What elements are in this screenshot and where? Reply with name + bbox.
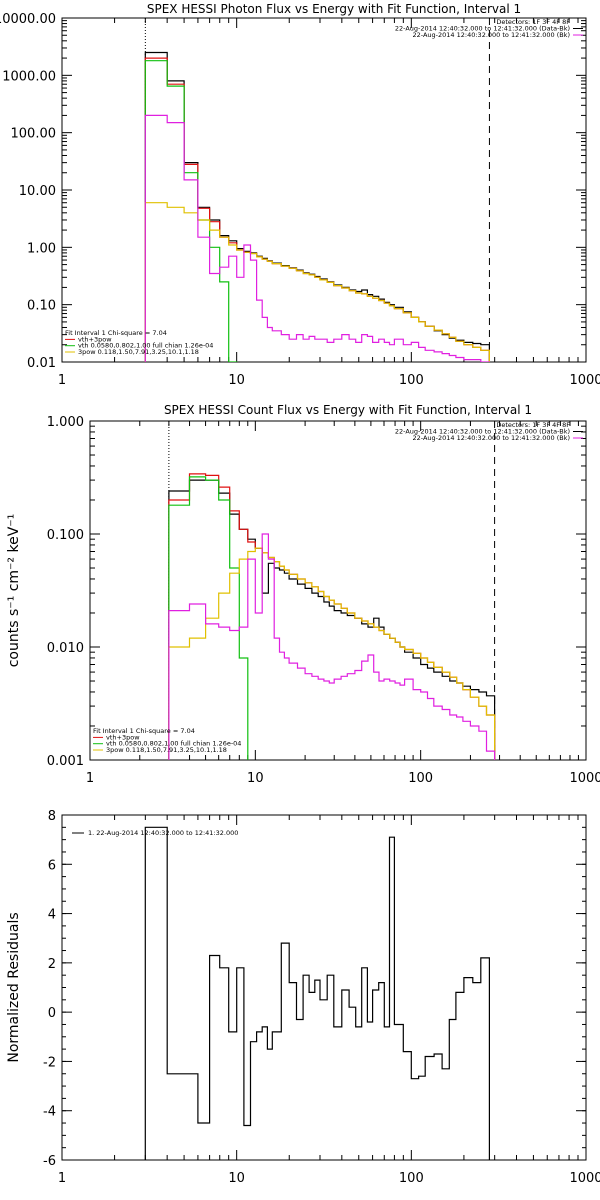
chart-title: SPEX HESSI Photon Flux vs Energy with Fi… xyxy=(147,2,521,16)
chart-panel-3: Normalized Residuals 1 10 100 1000 -6 -4 -2 0 2 4 6… xyxy=(6,809,600,1186)
y-axis-label: counts s⁻¹ cm⁻² keV⁻¹ xyxy=(6,514,22,668)
y-tick-label: 1.00 xyxy=(27,241,56,256)
y-tick-label: 100.00 xyxy=(11,127,57,142)
legend-bottom-entry: vth+3pow xyxy=(106,733,140,741)
x-tick-label: 1000 xyxy=(569,1171,600,1186)
chart-title: SPEX HESSI Count Flux vs Energy with Fit… xyxy=(164,403,532,417)
legend-entry: 1. 22-Aug-2014 12:40:32.000 to 12:41:32.… xyxy=(88,829,238,837)
y-tick-label: -4 xyxy=(43,1105,56,1120)
legend-bottom-entry: vth 0.0580,0.802,1.00 full chian 1.26e-0… xyxy=(106,740,241,748)
legend-top-entry: Detectors: 1F 3F 4F 8F xyxy=(496,421,570,429)
legend-bottom-entry: vth+3pow xyxy=(78,335,112,343)
y-tick-label: 1000.00 xyxy=(2,69,56,84)
legend-top-entry: 22-Aug-2014 12:40:32.000 to 12:41:32.000… xyxy=(395,25,570,33)
y-tick-label: -2 xyxy=(43,1055,56,1070)
x-tick-label: 10 xyxy=(228,373,245,388)
chart-panel-2: SPEX HESSI Count Flux vs Energy with Fit… xyxy=(6,403,600,786)
series-line-3pow xyxy=(144,202,490,362)
y-tick-label: -6 xyxy=(43,1154,56,1169)
series-line-residuals xyxy=(144,826,490,1160)
x-tick-label: 1000 xyxy=(569,771,600,786)
plot-frame xyxy=(61,814,587,1161)
y-tick-label: 0.100 xyxy=(47,528,84,543)
series-line-3pow xyxy=(168,547,496,760)
legend-top-entry: Detectors: 1F 3F 4F 8F xyxy=(496,18,570,26)
y-tick-label: 0.10 xyxy=(27,299,56,314)
x-tick-label: 1 xyxy=(58,1171,66,1186)
series-line-bk xyxy=(144,114,490,362)
y-tick-label: 10000.00 xyxy=(0,12,56,27)
y-tick-label: 6 xyxy=(48,858,56,873)
legend-bottom-entry: Fit Interval 1 Chi-square = 7.04 xyxy=(65,329,167,337)
series-line-bk xyxy=(168,533,496,760)
y-tick-label: 0 xyxy=(48,1006,56,1021)
legend-top-entry: 22-Aug-2014 12:40:32.000 to 12:41:32.000… xyxy=(395,428,570,436)
y-axis-label: Normalized Residuals xyxy=(6,912,22,1062)
legend-bottom-entry: 3pow 0.118,1.50,7.91,3.25,10.1,1.18 xyxy=(106,746,227,754)
x-tick-label: 1 xyxy=(58,373,66,388)
chart-panel-1: SPEX HESSI Photon Flux vs Energy with Fi… xyxy=(0,2,600,388)
x-tick-label: 10 xyxy=(228,1171,245,1186)
legend-top-entry: 22-Aug-2014 12:40:32.000 to 12:41:32.000… xyxy=(413,31,570,39)
legend-bottom-entry: Fit Interval 1 Chi-square = 7.04 xyxy=(93,727,195,735)
y-tick-label: 1.000 xyxy=(47,415,84,430)
plot-frame xyxy=(89,420,587,761)
y-tick-label: 4 xyxy=(48,908,56,923)
series-line-vth xyxy=(168,476,249,760)
y-tick-label: 8 xyxy=(48,809,56,824)
x-tick-label: 1 xyxy=(86,771,94,786)
legend-bottom-entry: 3pow 0.118,1.50,7.91,3.25,10.1,1.18 xyxy=(78,348,199,356)
x-tick-label: 100 xyxy=(408,771,433,786)
x-tick-label: 10 xyxy=(247,771,264,786)
x-tick-label: 1000 xyxy=(569,373,600,388)
x-tick-label: 100 xyxy=(399,1171,424,1186)
legend-top-entry: 22-Aug-2014 12:40:32.000 to 12:41:32.000… xyxy=(413,434,570,442)
x-tick-label: 100 xyxy=(399,373,424,388)
y-tick-label: 10.00 xyxy=(19,184,56,199)
legend-bottom-entry: vth 0.0580,0.802,1.00 full chian 1.26e-0… xyxy=(78,342,213,350)
y-tick-label: 2 xyxy=(48,957,56,972)
plot-frame xyxy=(61,17,587,363)
y-tick-label: 0.001 xyxy=(47,754,84,769)
y-tick-label: 0.010 xyxy=(47,641,84,656)
y-tick-label: 0.01 xyxy=(27,356,56,371)
